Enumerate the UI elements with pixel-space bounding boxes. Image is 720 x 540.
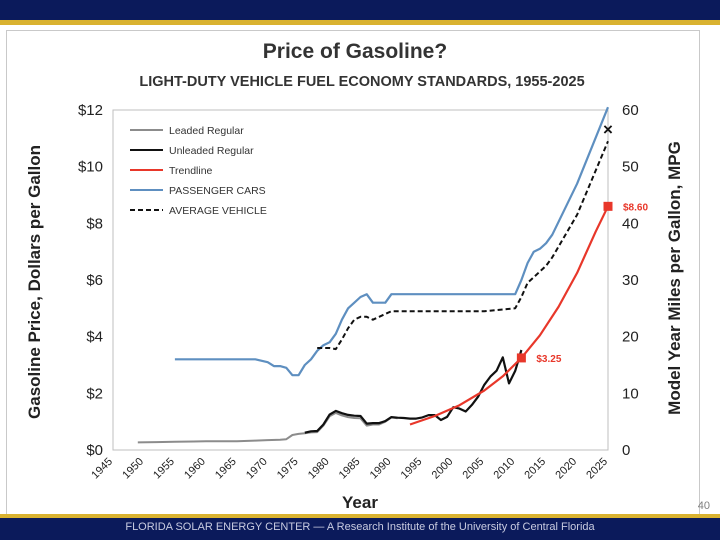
series-line-average <box>317 140 609 351</box>
chart-subtitle: LIGHT-DUTY VEHICLE FUEL ECONOMY STANDARD… <box>139 74 584 90</box>
y-tick-label: $4 <box>86 329 103 346</box>
x-tick-label: 2010 <box>492 456 518 482</box>
trend-marker-label: $3.25 <box>536 354 561 365</box>
series-line-unleaded <box>304 349 523 434</box>
chart-title: Price of Gasoline? <box>263 40 447 63</box>
legend-label-trendline: Trendline <box>169 165 213 177</box>
y-tick-label: $0 <box>86 442 103 459</box>
x-tick-label: 1945 <box>89 456 115 482</box>
y2-tick-label: 0 <box>622 442 630 459</box>
y-tick-label: $10 <box>78 159 103 176</box>
y2-tick-label: 20 <box>622 329 639 346</box>
x-tick-label: 1955 <box>151 456 177 482</box>
y-axis-left: $0 $2 $4 $6 $8 $10 $12 <box>78 102 103 459</box>
y-tick-label: $8 <box>86 215 103 232</box>
x-tick-label: 2020 <box>553 456 579 482</box>
trend-marker <box>603 201 613 211</box>
y-tick-label: $2 <box>86 385 103 402</box>
annotation-layer: $3.25 $8.60 × <box>516 120 648 365</box>
slide-top-stripe <box>0 20 720 25</box>
x-tick-label: 1960 <box>182 456 208 482</box>
x-tick-label: 1970 <box>244 456 270 482</box>
plot-area <box>112 109 609 451</box>
legend: Leaded Regular Unleaded Regular Trendlin… <box>130 125 267 217</box>
x-tick-label: 1950 <box>120 456 146 482</box>
x-tick-label: 1965 <box>213 456 239 482</box>
y2-tick-label: 60 <box>622 102 639 119</box>
x-tick-label: 2015 <box>522 456 548 482</box>
legend-label-leaded: Leaded Regular <box>169 125 244 137</box>
x-tick-label: 1975 <box>275 456 301 482</box>
series-layer <box>137 106 610 444</box>
y-axis-right-title: Model Year Miles per Gallon, MPG <box>665 141 684 415</box>
y2-tick-label: 40 <box>622 215 639 232</box>
y2-tick-label: 50 <box>622 159 639 176</box>
y-axis-right: 0 10 20 30 40 50 60 <box>622 102 639 459</box>
x-axis-title: Year <box>342 493 378 512</box>
slide-bottom-stripe <box>0 514 720 518</box>
slide-bottom-bar <box>0 518 720 540</box>
legend-label-average: AVERAGE VEHICLE <box>169 205 267 217</box>
y2-tick-label: 30 <box>622 272 639 289</box>
x-tick-label: 2005 <box>461 456 487 482</box>
x-tick-label: 1995 <box>399 456 425 482</box>
legend-label-unleaded: Unleaded Regular <box>169 145 254 157</box>
x-tick-label: 1980 <box>306 456 332 482</box>
x-axis: 1945 1950 1955 1960 1965 1970 1975 1980 1985 1990… <box>89 456 610 482</box>
footer-text: FLORIDA SOLAR ENERGY CENTER — A Research… <box>125 521 595 533</box>
x-tick-label: 1985 <box>337 456 363 482</box>
y-tick-label: $6 <box>86 272 103 289</box>
x-tick-label: 1990 <box>368 456 394 482</box>
trend-marker <box>516 353 526 363</box>
y-axis-left-title: Gasoline Price, Dollars per Gallon <box>25 145 44 419</box>
page-number: 40 <box>697 500 710 512</box>
target-x-marker: × <box>603 120 613 139</box>
legend-label-passenger: PASSENGER CARS <box>169 185 266 197</box>
x-tick-label: 2025 <box>584 456 610 482</box>
y2-tick-label: 10 <box>622 385 639 402</box>
x-tick-label: 2000 <box>430 456 456 482</box>
series-line-passenger <box>174 106 610 377</box>
y-tick-label: $12 <box>78 102 103 119</box>
slide-top-bar <box>0 0 720 20</box>
trend-marker-label: $8.60 <box>623 202 648 213</box>
